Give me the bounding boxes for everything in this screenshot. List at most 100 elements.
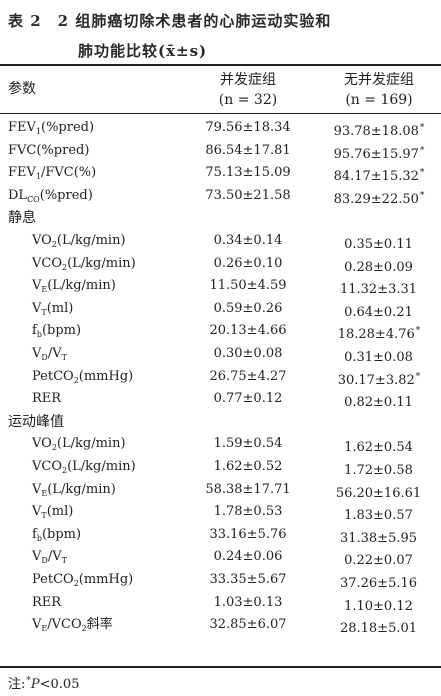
value-no-complication: 1.62±0.54 [314, 433, 441, 459]
label-main: V [32, 617, 42, 633]
row-label: VCO2(L/kg/min) [32, 456, 136, 478]
value-complication: 0.26±0.10 [213, 255, 283, 271]
label-tail: 斜率 [86, 617, 113, 633]
label-subscript-2: 2 [81, 624, 87, 634]
label-subscript: T [41, 511, 47, 521]
value-no-complication: 0.82±0.11 [314, 388, 441, 414]
value-text: 83.29±22.50 [333, 191, 419, 207]
row-label: PetCO2(mmHg) [32, 569, 133, 591]
label-main: V [32, 504, 42, 520]
label-subscript: D [41, 556, 48, 566]
value-no-complication: 1.72±0.58 [314, 456, 441, 482]
value-text: 0.64±0.21 [344, 304, 413, 320]
table-header-rule [0, 113, 441, 114]
row-label: RER [32, 592, 61, 614]
row-label: VE(L/kg/min) [32, 275, 116, 297]
significance-star: * [419, 123, 425, 133]
label-main: FEV [8, 165, 36, 181]
label-subscript: 2 [51, 443, 57, 453]
label-main: V [32, 278, 42, 294]
row-label: VE(L/kg/min) [32, 479, 116, 501]
label-rest: (mmHg) [78, 368, 134, 384]
label-main: FVC(%pred) [8, 142, 90, 158]
value-text: 95.76±15.97 [333, 146, 419, 162]
value-text: 1.62±0.54 [344, 440, 413, 456]
significance-star: * [415, 371, 421, 382]
label-main: PetCO [32, 368, 74, 384]
label-rest: (L/kg/min) [67, 459, 136, 474]
table-row: PetCO2(mmHg) 26.75±4.27 30.17±3.82* [0, 366, 441, 388]
label-subscript: CO [27, 194, 40, 204]
table-row: PetCO2(mmHg) 33.35±5.67 37.26±5.16 [0, 569, 441, 591]
value-text: 0.22±0.07 [344, 553, 413, 569]
significance-star: * [419, 145, 425, 156]
label-main: DL [8, 187, 28, 203]
value-no-complication: 0.35±0.11 [314, 230, 441, 256]
value-no-complication: 0.64±0.21 [314, 298, 441, 324]
value-no-complication: 84.17±15.32* [314, 162, 441, 188]
table-row: VD/VT 0.30±0.08 0.31±0.08 [0, 343, 441, 365]
table-row: RER 0.77±0.12 0.82±0.11 [0, 388, 441, 410]
header-col1-n: (n = 32) [218, 92, 278, 108]
header-complication-group: 并发症组 (n = 32) [183, 70, 313, 110]
value-text: 0.35±0.11 [344, 237, 413, 252]
label-rest: (ml) [46, 300, 74, 316]
table-row: fb(bpm) 20.13±4.66 18.28±4.76* [0, 320, 441, 342]
value-complication: 0.77±0.12 [213, 391, 283, 407]
table-row: DLCO(%pred) 73.50±21.58 83.29±22.50* [0, 185, 441, 207]
value-complication: 73.50±21.58 [205, 187, 291, 203]
table-row: VO2(L/kg/min) 0.34±0.14 0.35±0.11 [0, 230, 441, 252]
value-text: 28.18±5.01 [339, 621, 418, 637]
label-subscript: 1 [35, 127, 41, 136]
footnote-p: P [30, 677, 40, 692]
label-subscript: b [36, 533, 42, 543]
table-row: VD/VT 0.24±0.06 0.22±0.07 [0, 546, 441, 568]
row-label: VO2(L/kg/min) [32, 433, 126, 455]
value-complication: 0.59±0.26 [213, 300, 283, 316]
value-complication: 20.13±4.66 [209, 323, 287, 339]
row-label: VD/VT [32, 343, 67, 365]
table-top-rule [0, 64, 441, 66]
value-no-complication: 1.10±0.12 [314, 592, 441, 618]
value-complication: 0.24±0.06 [213, 549, 283, 565]
label-subscript: T [41, 307, 47, 317]
value-complication: 11.50±4.59 [209, 278, 287, 294]
value-complication: 79.56±18.34 [205, 120, 291, 135]
value-no-complication: 30.17±3.82* [314, 366, 441, 392]
value-text: 0.31±0.08 [344, 350, 413, 365]
footnote-prefix: 注: [8, 677, 26, 692]
value-complication: 0.30±0.08 [213, 346, 283, 361]
value-text: 11.32±3.31 [339, 282, 418, 298]
value-no-complication: 18.28±4.76* [314, 320, 441, 346]
label-rest: (%pred) [39, 187, 93, 203]
row-label: FVC(%pred) [8, 140, 89, 162]
value-no-complication: 95.76±15.97* [314, 140, 441, 166]
value-no-complication: 93.78±18.08* [314, 117, 441, 143]
label-rest: /VCO [47, 617, 82, 633]
value-text: 31.38±5.95 [339, 530, 418, 546]
value-no-complication: 83.29±22.50* [314, 185, 441, 211]
label-subscript: E [41, 624, 48, 634]
footnote-text: <0.05 [39, 677, 80, 692]
row-label: VE/VCO2斜率 [32, 614, 113, 636]
row-label: VCO2(L/kg/min) [32, 253, 136, 275]
label-main: VO [32, 233, 52, 248]
label-subscript: E [41, 285, 48, 295]
label-subscript: b [36, 330, 42, 340]
row-label: fb(bpm) [32, 320, 81, 342]
value-complication: 33.35±5.67 [209, 572, 287, 587]
label-subscript: 2 [73, 375, 79, 385]
label-subscript: 2 [62, 466, 68, 475]
label-main: RER [32, 594, 62, 610]
table-row: VO2(L/kg/min) 1.59±0.54 1.62±0.54 [0, 433, 441, 455]
value-complication: 86.54±17.81 [205, 142, 291, 158]
value-complication: 58.38±17.71 [205, 481, 291, 497]
label-main: V [32, 481, 42, 497]
label-rest: (L/kg/min) [47, 278, 116, 294]
section-header: 运动峰值 [0, 411, 441, 433]
value-no-complication: 1.83±0.57 [314, 501, 441, 527]
value-complication: 1.59±0.54 [213, 436, 283, 452]
row-label: fb(bpm) [32, 524, 81, 546]
significance-star: * [419, 190, 425, 201]
label-main: f [32, 323, 37, 339]
